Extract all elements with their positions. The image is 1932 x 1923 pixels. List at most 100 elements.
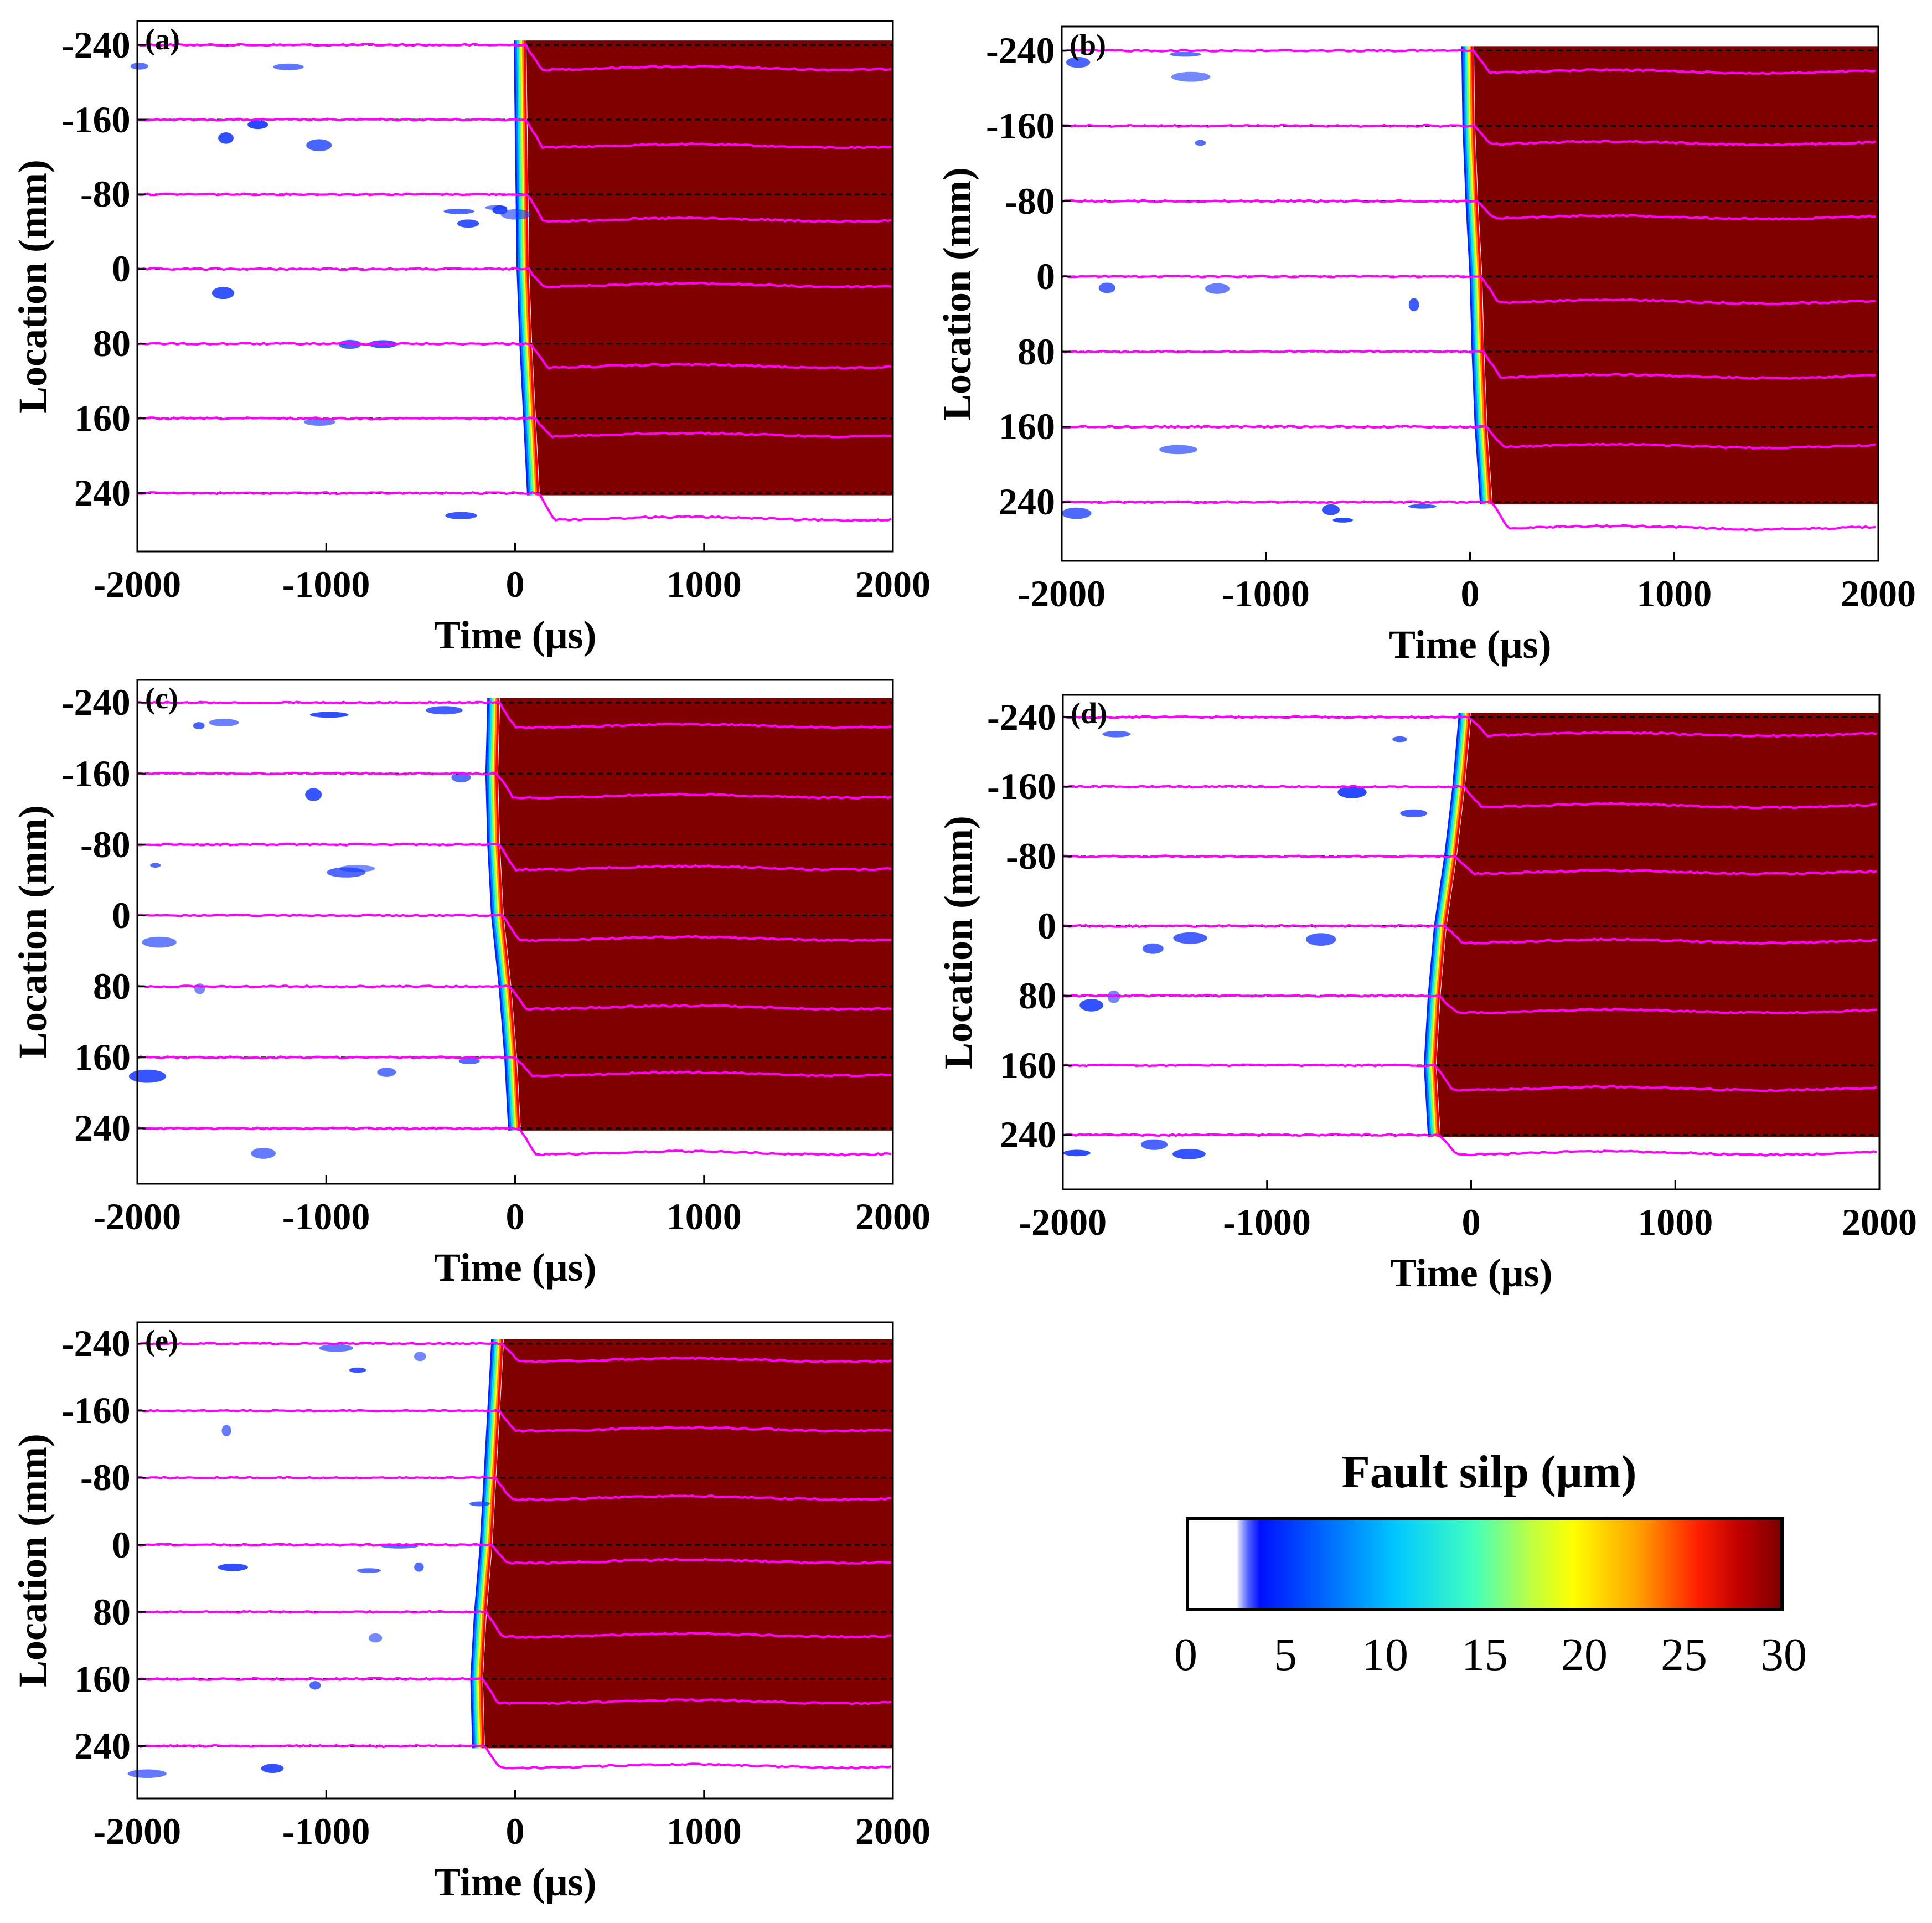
- slip-region: [526, 40, 893, 496]
- precursor-slip-patch: [414, 1352, 426, 1362]
- y-tick-label: 0: [112, 1523, 131, 1566]
- y-tick-label: 240: [999, 481, 1055, 523]
- precursor-slip-patch: [211, 287, 235, 300]
- y-tick-label: 240: [74, 472, 131, 514]
- slip-trace: [137, 1342, 892, 1364]
- precursor-slip-patch: [1332, 518, 1354, 523]
- slip-trace: [137, 117, 892, 149]
- y-axis-label: Location (mm): [936, 815, 980, 1069]
- x-tick-label: 0: [1461, 1201, 1481, 1243]
- precursor-slip-patch: [1098, 282, 1115, 293]
- y-axis-label: Location (mm): [11, 805, 55, 1059]
- x-tick-label: 0: [505, 1195, 525, 1238]
- x-tick-label: 2000: [855, 1195, 931, 1238]
- precursor-slip-patch: [1173, 932, 1207, 944]
- y-tick-label: 80: [93, 322, 131, 365]
- slip-trace: [137, 913, 892, 942]
- precursor-slip-patch: [1205, 283, 1230, 294]
- x-tick-label: 0: [505, 1810, 525, 1852]
- y-tick-label: 80: [1017, 330, 1055, 373]
- colorbar-tick-0: 0: [1174, 1629, 1197, 1680]
- panel-a: -2000 -1000 0 1000 2000 -240 -160 -80 0 80 160 240 (…: [11, 20, 931, 657]
- x-tick-label: 2000: [1842, 1201, 1917, 1243]
- panel-label: (a): [145, 23, 180, 56]
- y-tick-label: -160: [61, 1389, 131, 1432]
- precursor-slip-patch: [445, 512, 477, 519]
- slip-trace: [137, 342, 892, 370]
- slip-trace: [137, 1126, 892, 1157]
- plot-area: [127, 1321, 894, 1800]
- x-tick-label: 0: [505, 563, 525, 605]
- slip-trace: [137, 1744, 892, 1770]
- precursor-slip-patch: [1337, 786, 1367, 798]
- slip-trace: [137, 1055, 892, 1078]
- colorbar-gradient: [1186, 1517, 1784, 1611]
- slip-trace: [137, 1610, 892, 1639]
- slip-trace: [1061, 500, 1876, 532]
- slip-trace: [137, 1543, 892, 1565]
- precursor-slip-patch: [492, 205, 508, 215]
- y-axis-label: Location (mm): [935, 167, 979, 421]
- panel-e: -2000 -1000 0 1000 2000 -240 -160 -80 0 80 160 240 (…: [11, 1321, 931, 1904]
- slip-trace: [1062, 1133, 1877, 1157]
- y-tick-label: 160: [74, 1036, 131, 1079]
- slip-region: [483, 1339, 893, 1749]
- precursor-slip-patch: [1142, 943, 1164, 954]
- colorbar: Fault silp (μm) 0 5 10 15 20 25 30: [1174, 1445, 1807, 1680]
- y-tick-label: 240: [74, 1107, 131, 1149]
- panel-label: (e): [145, 1324, 178, 1357]
- y-tick-label: 160: [1000, 1044, 1056, 1086]
- precursor-slip-patch: [218, 132, 234, 144]
- precursor-slip-patch: [1321, 504, 1340, 515]
- precursor-slip-patch: [150, 863, 161, 868]
- precursor-slip-patch: [1400, 809, 1428, 817]
- y-tick-label: -160: [987, 765, 1056, 808]
- y-tick-label: -160: [61, 752, 131, 795]
- y-tick-label: 80: [93, 965, 131, 1008]
- precursor-slip-patch: [1305, 933, 1336, 946]
- precursor-slip-patch: [127, 1769, 167, 1778]
- panel-label: (b): [1070, 28, 1106, 61]
- y-tick-label: 240: [1000, 1113, 1056, 1156]
- slip-trace: [137, 267, 892, 289]
- y-tick-label: 0: [112, 248, 131, 290]
- slip-trace: [1062, 48, 1876, 75]
- panel-label: (d): [1071, 697, 1107, 730]
- precursor-slip-patch: [221, 1425, 231, 1437]
- y-tick-label: 160: [74, 397, 131, 440]
- y-tick-label: -160: [61, 98, 131, 141]
- colorbar-title: Fault silp (μm): [1341, 1446, 1637, 1498]
- precursor-slip-patch: [273, 63, 304, 70]
- y-axis-label: Location (mm): [11, 159, 55, 413]
- precursor-slip-patch: [309, 1681, 321, 1690]
- y-tick-label: 80: [1019, 974, 1056, 1017]
- x-tick-label: -1000: [282, 563, 370, 605]
- panel-d: -2000 -1000 0 1000 2000 -240 -160 -80 0 80 160 240 (…: [936, 694, 1917, 1295]
- x-tick-label: -2000: [93, 1195, 182, 1238]
- precursor-slip-patch: [305, 788, 322, 801]
- x-tick-label: -2000: [93, 563, 182, 605]
- slip-trace: [137, 192, 892, 224]
- slip-trace: [1061, 425, 1876, 450]
- panel-c: -2000 -1000 0 1000 2000 -240 -160 -80 0 80 160 240 (…: [11, 679, 931, 1290]
- precursor-slip-patch: [1392, 736, 1408, 743]
- x-tick-label: -1000: [282, 1195, 370, 1238]
- precursor-slip-patch: [303, 418, 335, 426]
- panel-b: -2000 -1000 0 1000 2000 -240 -160 -80 0 80 160 240 (…: [935, 25, 1916, 667]
- precursor-slip-patch: [1172, 1148, 1206, 1159]
- slip-trace: [137, 842, 892, 872]
- slip-trace: [1062, 924, 1877, 945]
- y-tick-label: -80: [80, 173, 131, 215]
- precursor-slip-patch: [209, 719, 239, 726]
- precursor-slip-patch: [414, 1562, 424, 1572]
- x-axis-label: Time (μs): [1389, 622, 1552, 667]
- precursor-slip-patch: [247, 120, 268, 130]
- precursor-slip-patch: [368, 1633, 383, 1643]
- precursor-slip-patch: [319, 1344, 353, 1352]
- slip-trace: [1061, 274, 1876, 306]
- slip-trace: [1061, 123, 1876, 147]
- precursor-slip-patch: [457, 219, 479, 228]
- slip-trace: [137, 700, 892, 730]
- plot-area: [1062, 694, 1881, 1190]
- x-tick-label: -2000: [1017, 573, 1106, 615]
